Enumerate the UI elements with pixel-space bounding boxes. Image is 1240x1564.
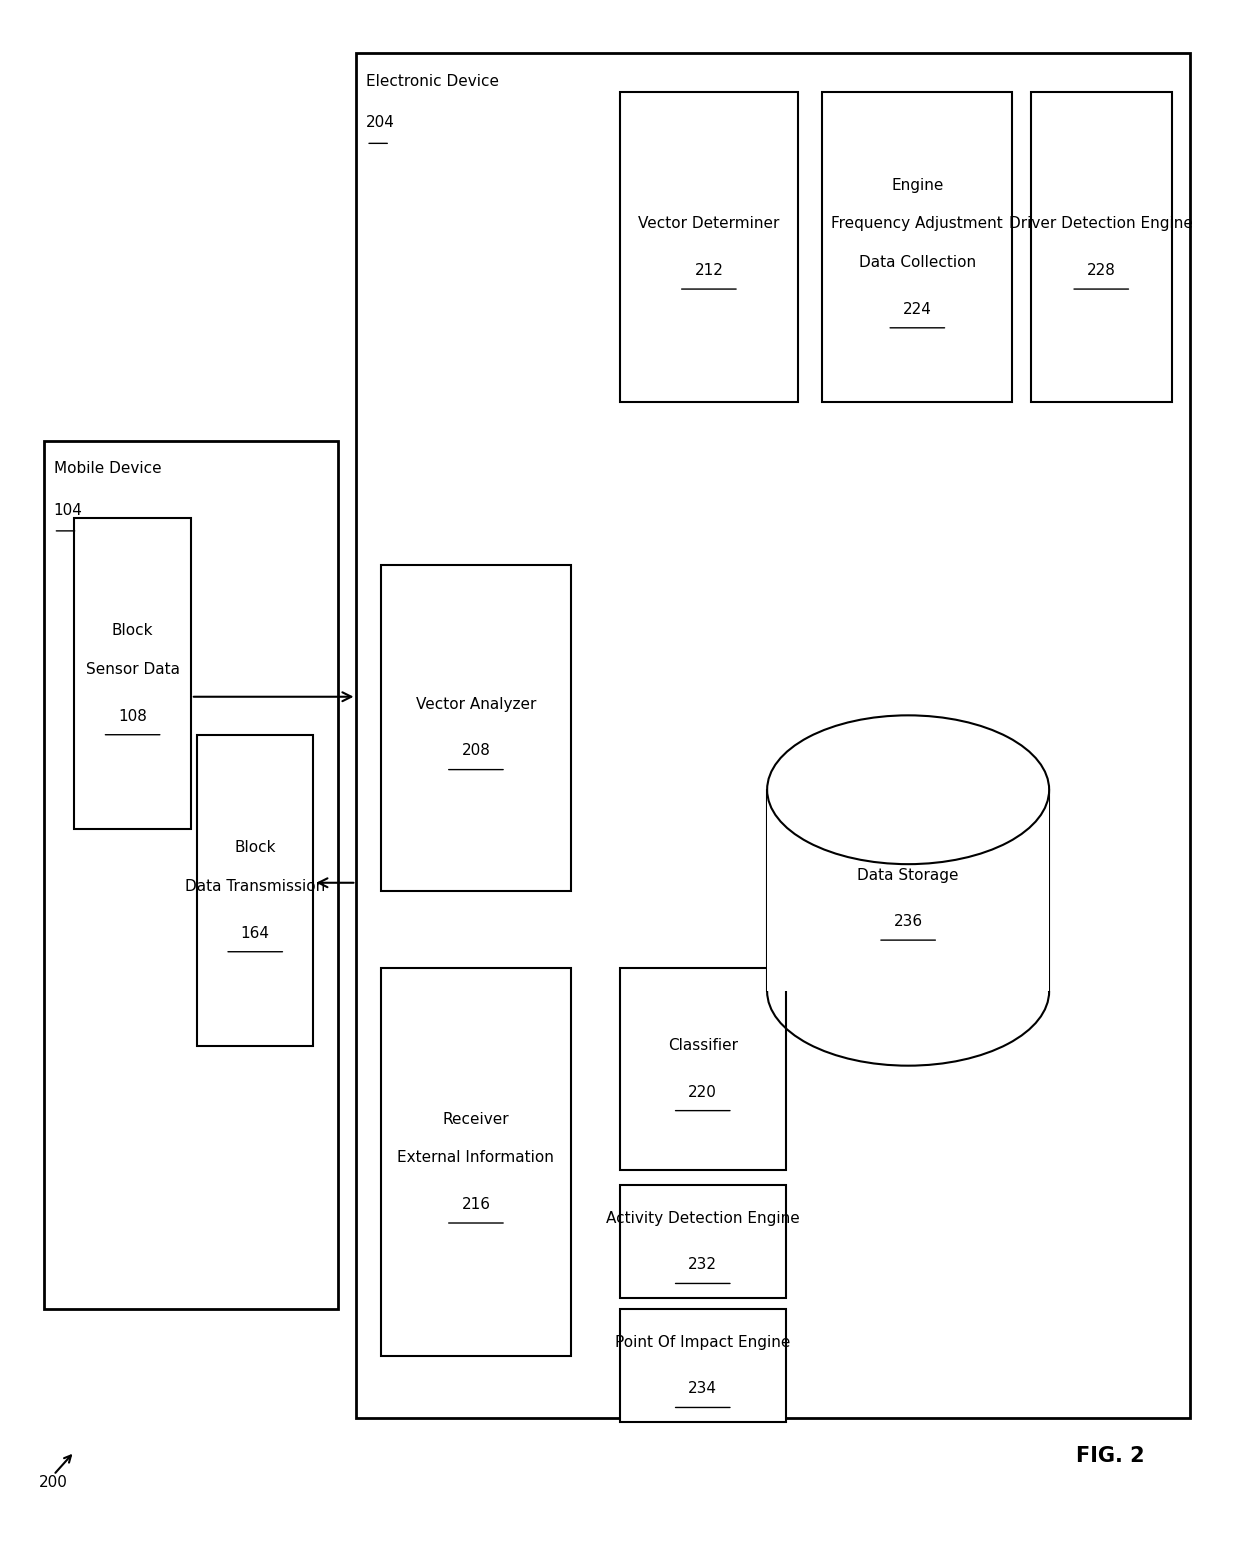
Text: Block: Block (234, 840, 277, 856)
Bar (768, 790, 1049, 992)
Bar (620, 92, 797, 402)
Bar (620, 968, 785, 1170)
Text: Sensor Data: Sensor Data (86, 662, 180, 677)
Text: Receiver: Receiver (443, 1112, 510, 1126)
Bar (43, 441, 339, 1309)
Text: 204: 204 (366, 116, 396, 130)
Text: 208: 208 (461, 743, 490, 759)
Bar (381, 565, 570, 890)
Text: 232: 232 (688, 1257, 717, 1273)
Text: 104: 104 (53, 504, 82, 518)
Bar (1030, 92, 1172, 402)
Text: Data Collection: Data Collection (859, 255, 976, 271)
Bar (381, 968, 570, 1356)
Text: Driver Detection Engine: Driver Detection Engine (1009, 216, 1193, 231)
Text: Vector Analyzer: Vector Analyzer (415, 698, 536, 712)
Text: 108: 108 (118, 708, 148, 724)
Bar (620, 1186, 785, 1298)
Text: Block: Block (112, 624, 154, 638)
Text: 212: 212 (694, 263, 723, 278)
Text: 228: 228 (1086, 263, 1116, 278)
Bar (620, 1309, 785, 1422)
Text: Point Of Impact Engine: Point Of Impact Engine (615, 1334, 790, 1350)
Text: Classifier: Classifier (668, 1038, 738, 1053)
Text: Vector Determiner: Vector Determiner (639, 216, 780, 231)
Text: Mobile Device: Mobile Device (53, 461, 161, 475)
Text: Data Storage: Data Storage (857, 868, 959, 882)
Text: External Information: External Information (398, 1151, 554, 1165)
Text: 224: 224 (903, 302, 931, 317)
Text: FIG. 2: FIG. 2 (1076, 1447, 1145, 1467)
Ellipse shape (768, 715, 1049, 865)
Text: Frequency Adjustment: Frequency Adjustment (832, 216, 1003, 231)
Bar (356, 53, 1190, 1417)
Text: 236: 236 (894, 913, 923, 929)
Text: Engine: Engine (892, 178, 944, 192)
Text: 234: 234 (688, 1381, 717, 1397)
Text: 200: 200 (40, 1475, 68, 1490)
Text: 216: 216 (461, 1196, 491, 1212)
Text: Data Transmission: Data Transmission (185, 879, 325, 895)
Text: Activity Detection Engine: Activity Detection Engine (606, 1211, 800, 1226)
Text: 220: 220 (688, 1084, 717, 1099)
Text: 164: 164 (241, 926, 270, 940)
Bar (197, 735, 314, 1045)
Bar (822, 92, 1012, 402)
Bar (74, 519, 191, 829)
Text: Electronic Device: Electronic Device (366, 74, 500, 89)
